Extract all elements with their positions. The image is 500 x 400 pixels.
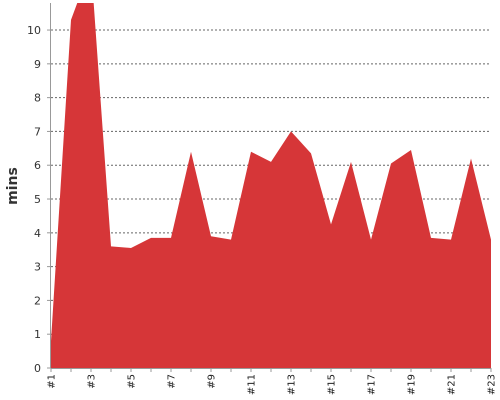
x-tick-label: #3 [87, 374, 98, 389]
x-tick-label: #23 [487, 374, 498, 395]
x-tick-label: #7 [167, 374, 178, 389]
x-tick-label: #1 [47, 374, 58, 389]
x-tick-label: #11 [247, 374, 258, 395]
y-tick-label: 3 [34, 261, 41, 274]
y-axis-ticks: 0 1 2 3 4 5 6 7 8 9 10 [27, 24, 51, 375]
y-tick-label: 6 [34, 159, 41, 172]
series-area [51, 3, 491, 368]
x-axis-ticks: #1 #3 #5 #7 #9 #11 #13 #15 #17 #19 #21 #23 [47, 368, 498, 395]
y-axis-label: mins [5, 167, 21, 205]
y-tick-label: 4 [34, 227, 41, 240]
y-tick-label: 7 [34, 125, 41, 138]
x-tick-label: #9 [207, 374, 218, 389]
y-tick-label: 10 [27, 24, 41, 37]
x-tick-label: #19 [407, 374, 418, 395]
y-tick-label: 2 [34, 294, 41, 307]
y-tick-label: 8 [34, 92, 41, 105]
x-tick-label: #21 [447, 374, 458, 395]
y-tick-label: 0 [34, 362, 41, 375]
y-tick-label: 1 [34, 328, 41, 341]
x-tick-label: #13 [287, 374, 298, 395]
x-tick-label: #5 [127, 374, 138, 389]
y-tick-label: 9 [34, 58, 41, 71]
y-tick-label: 5 [34, 193, 41, 206]
x-tick-label: #15 [327, 374, 338, 395]
x-tick-label: #17 [367, 374, 378, 395]
